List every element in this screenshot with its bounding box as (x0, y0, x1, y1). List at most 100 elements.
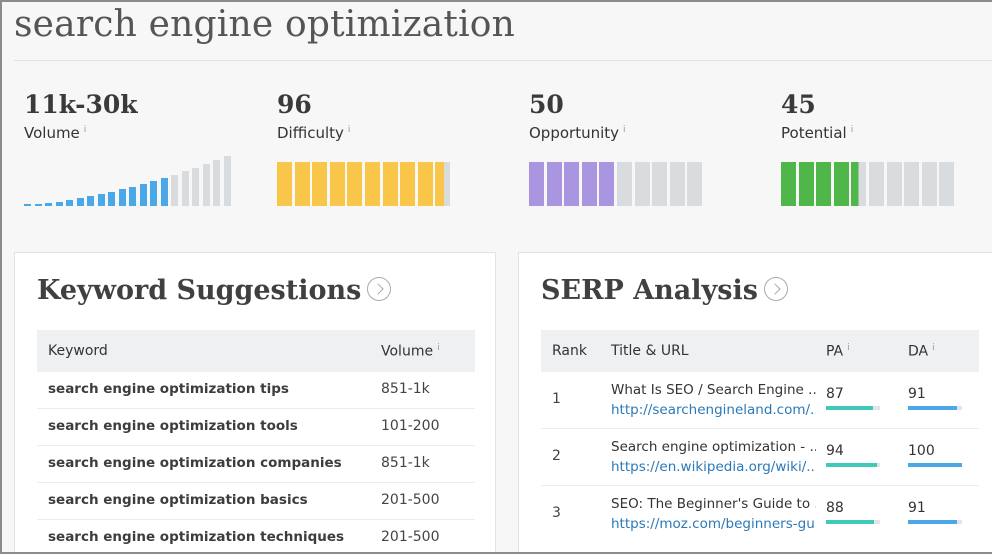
score-segment (886, 162, 902, 206)
volume-column-info-icon[interactable]: i (437, 343, 440, 353)
volume-bar (97, 194, 105, 206)
pa-bar-fill (826, 520, 874, 524)
row-divider (541, 485, 979, 486)
serp-analysis-panel: SERP Analysis Rank Title & URL PA i DA i 1… (518, 252, 992, 552)
table-row[interactable]: search engine optimization tips 851-1k (37, 372, 475, 409)
keyword-column-header[interactable]: Keyword (48, 343, 108, 359)
volume-bar (45, 202, 52, 206)
score-segment (634, 162, 650, 206)
table-row[interactable]: search engine optimization companies 851-… (37, 446, 475, 483)
keyword-cell[interactable]: search engine optimization companies (48, 455, 342, 471)
score-segment (652, 162, 668, 206)
table-row[interactable]: 1 What Is SEO / Search Engine ... http://s… (541, 372, 979, 429)
volume-bar (160, 177, 168, 206)
da-bar-fill (908, 520, 958, 524)
pa-bar (826, 406, 880, 410)
score-segment (599, 162, 615, 206)
volume-bar (171, 174, 178, 206)
volume-bar (181, 171, 189, 206)
metric-opportunity: 50 Opportunity i (529, 90, 729, 206)
volume-bar (213, 159, 220, 206)
table-row[interactable]: search engine optimization tools 101-200 (37, 409, 475, 446)
keyword-cell[interactable]: search engine optimization techniques (48, 529, 345, 545)
score-segment (581, 162, 597, 206)
keyword-cell[interactable]: search engine optimization tips (48, 381, 289, 397)
result-url-link[interactable]: https://moz.com/beginners-gu... (611, 516, 816, 532)
score-segment (687, 162, 703, 206)
volume-bar (66, 200, 73, 206)
keyword-suggestions-title[interactable]: Keyword Suggestions (37, 275, 362, 306)
volume-value: 11k-30k (24, 90, 138, 119)
table-row[interactable]: 3 SEO: The Beginner's Guide to ... https:/… (541, 486, 979, 543)
row-divider (37, 519, 475, 520)
result-title[interactable]: Search engine optimization - ... (611, 439, 816, 455)
chevron-right-circle-icon[interactable] (367, 276, 392, 301)
da-bar (908, 463, 962, 467)
metric-volume: 11k-30k Volume i (24, 90, 231, 206)
volume-bar (118, 189, 126, 206)
volume-bar (34, 203, 42, 206)
pa-bar (826, 463, 880, 467)
score-segment (798, 162, 814, 206)
potential-label: Potential (781, 124, 847, 142)
volume-bar (150, 181, 157, 206)
volume-cell: 201-500 (381, 529, 440, 545)
volume-cell: 101-200 (381, 418, 440, 434)
score-segment (435, 162, 451, 206)
keyword-cell[interactable]: search engine optimization tools (48, 418, 298, 434)
result-url-link[interactable]: http://searchengineland.com/... (611, 402, 816, 418)
da-bar-fill (908, 406, 958, 410)
table-row[interactable]: search engine optimization techniques 201… (37, 520, 475, 552)
score-segment (833, 162, 849, 206)
opportunity-info-icon[interactable]: i (623, 125, 626, 135)
score-segment (294, 162, 310, 206)
da-value: 100 (908, 443, 935, 459)
score-segment (939, 162, 955, 206)
volume-info-icon[interactable]: i (83, 125, 87, 135)
metric-difficulty: 96 Difficulty i (277, 90, 477, 206)
pa-value: 94 (826, 443, 844, 459)
difficulty-label: Difficulty (277, 124, 344, 142)
potential-bar-graph (781, 160, 991, 206)
pa-value: 87 (826, 386, 844, 402)
serp-table-header: Rank Title & URL PA i DA i (541, 330, 979, 372)
pa-bar (826, 520, 880, 524)
result-title[interactable]: What Is SEO / Search Engine ... (611, 382, 816, 398)
da-info-icon[interactable]: i (932, 343, 935, 353)
score-segment (329, 162, 345, 206)
score-segment (617, 162, 632, 206)
score-segment (921, 162, 937, 206)
da-bar (908, 520, 962, 524)
chevron-right-circle-icon[interactable] (763, 276, 788, 301)
score-segment (816, 162, 832, 206)
volume-label: Volume (24, 124, 80, 142)
da-value: 91 (908, 500, 926, 516)
score-segment (669, 162, 685, 206)
volume-cell: 851-1k (381, 455, 430, 471)
keyword-suggestions-panel: Keyword Suggestions Keyword Volume i sear… (14, 252, 496, 552)
rank-column-header[interactable]: Rank (552, 343, 587, 359)
keyword-cell[interactable]: search engine optimization basics (48, 492, 308, 508)
keyword-table-header: Keyword Volume i (37, 330, 475, 372)
score-segment (382, 162, 398, 206)
serp-analysis-title[interactable]: SERP Analysis (541, 275, 758, 306)
title-url-column-header[interactable]: Title & URL (611, 343, 689, 359)
volume-bar (129, 186, 136, 206)
pa-info-icon[interactable]: i (847, 343, 850, 353)
score-segment (347, 162, 363, 206)
difficulty-info-icon[interactable]: i (347, 125, 351, 135)
page-title: search engine optimization (14, 4, 516, 45)
da-bar-fill (908, 463, 962, 467)
score-segment (417, 162, 433, 206)
pa-column-header: PA (826, 343, 844, 360)
score-segment (869, 162, 884, 206)
volume-bar (223, 156, 231, 206)
difficulty-value: 96 (277, 90, 312, 119)
result-title[interactable]: SEO: The Beginner's Guide to ... (611, 496, 816, 512)
result-url-link[interactable]: https://en.wikipedia.org/wiki/... (611, 459, 816, 475)
table-row[interactable]: 2 Search engine optimization - ... https:/… (541, 429, 979, 486)
volume-bar (202, 163, 210, 206)
volume-cell: 851-1k (381, 381, 430, 397)
table-row[interactable]: search engine optimization basics 201-500 (37, 483, 475, 520)
potential-info-icon[interactable]: i (850, 125, 854, 135)
